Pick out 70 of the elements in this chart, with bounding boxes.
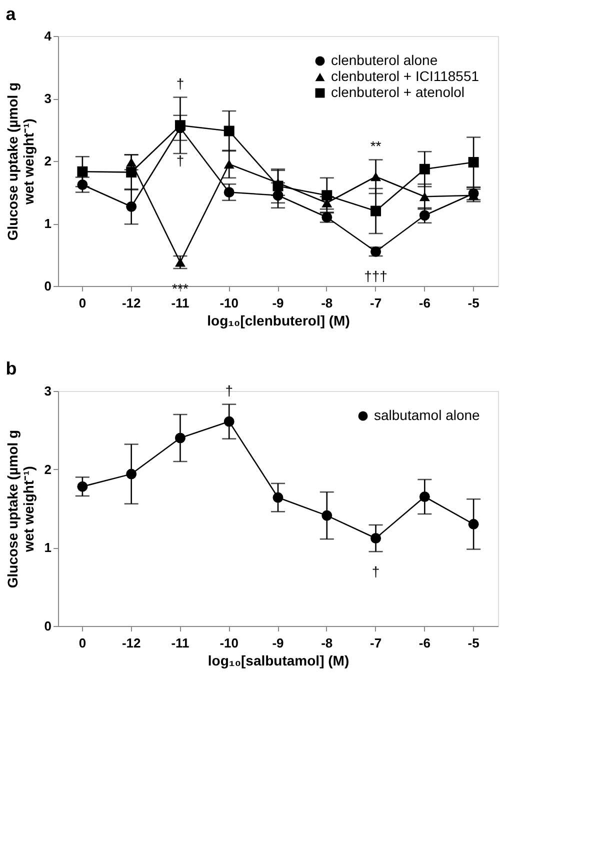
point (77, 166, 88, 177)
point (370, 533, 382, 544)
annotation: ††† (364, 268, 388, 284)
legend-label: clenbuterol + ICI118551 (331, 68, 480, 84)
point (419, 210, 430, 221)
point (322, 190, 332, 201)
point (174, 258, 186, 267)
point (419, 492, 430, 502)
y-tick-label: 4 (44, 28, 52, 44)
chart-title: b (6, 358, 17, 378)
y-tick-label: 3 (44, 384, 52, 398)
annotation: *** (172, 280, 189, 296)
point (468, 518, 479, 530)
point (126, 167, 137, 178)
point (419, 192, 430, 202)
x-tick-label: -10 (220, 636, 239, 650)
x-tick-label: -8 (321, 296, 333, 310)
x-axis-title: log₁₀[clenbuterol] (M) (207, 312, 350, 328)
x-tick-label: -9 (272, 636, 284, 650)
annotation: † (372, 564, 380, 580)
annotation: † (176, 152, 184, 168)
point (224, 160, 234, 169)
point (370, 172, 382, 182)
x-tick-label: -10 (220, 296, 239, 310)
x-tick-label: -8 (321, 636, 333, 650)
point (126, 201, 137, 212)
legend-label: clenbuterol alone (331, 52, 438, 68)
y-tick-label: 2 (44, 462, 52, 477)
point (174, 432, 186, 444)
annotation: ** (370, 138, 382, 154)
y-tick-label: 0 (44, 278, 52, 294)
point (272, 190, 284, 201)
point (126, 468, 137, 480)
x-tick-label: -5 (468, 636, 480, 650)
x-tick-label: -7 (370, 636, 382, 650)
x-tick-label: -12 (122, 296, 141, 310)
x-tick-label: 0 (78, 296, 86, 310)
x-tick-label: -7 (370, 296, 382, 310)
point (322, 510, 332, 521)
point (224, 187, 234, 198)
y-axis-title: Glucose uptake (µmol g wet weight⁻¹) (4, 82, 36, 241)
y-tick-label: 0 (44, 618, 52, 634)
x-tick-label: 0 (78, 636, 86, 650)
y-tick-label: 1 (44, 540, 52, 556)
y-tick-label: 1 (44, 216, 52, 231)
x-tick-label: -6 (418, 296, 430, 310)
point (272, 492, 284, 503)
chart-title: a (6, 4, 17, 24)
point (77, 180, 88, 190)
point (224, 126, 234, 136)
point (77, 481, 88, 492)
legend-label: clenbuterol + atenolol (331, 84, 464, 100)
x-tick-label: -12 (122, 636, 141, 650)
x-axis-title: log₁₀[salbutamol] (M) (208, 652, 350, 668)
y-tick-label: 2 (44, 154, 52, 168)
point (224, 416, 234, 427)
x-tick-label: -11 (171, 636, 190, 650)
x-tick-label: -5 (468, 296, 480, 310)
annotation: † (176, 75, 184, 92)
point (370, 206, 382, 216)
point (126, 158, 137, 167)
x-tick-label: -9 (272, 296, 284, 310)
y-axis-title: Glucose uptake (µmol g wet weight⁻¹) (4, 430, 36, 588)
x-tick-label: -11 (171, 296, 190, 310)
annotation: † (225, 382, 234, 398)
y-tick-label: 3 (44, 91, 52, 106)
point (419, 164, 430, 174)
point (468, 157, 479, 168)
legend-label: salbutamol alone (374, 407, 480, 423)
x-tick-label: -6 (418, 636, 430, 650)
